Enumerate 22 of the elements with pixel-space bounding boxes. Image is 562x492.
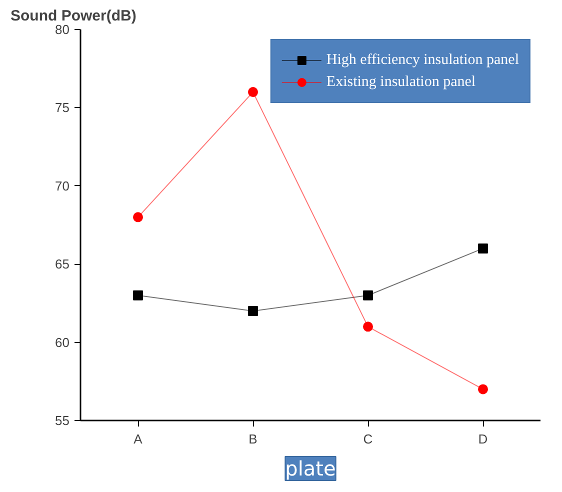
y-tick-label: 60 [55,334,70,350]
point [248,87,258,98]
legend-label: High efficiency insulation panel [326,52,519,68]
y-tick-label: 80 [55,22,70,37]
x-axis-title: plate [285,456,336,480]
x-tick-label: A [134,432,143,446]
point [248,306,258,316]
y-tick-label: 65 [55,256,70,272]
y-tick-label: 70 [55,178,70,194]
point [363,322,373,332]
y-axis-title: Sound Power(dB) [10,8,136,24]
legend-label: Existing insulation panel [326,74,476,90]
point [133,290,143,300]
y-tick-label: 75 [55,100,70,116]
x-tick-label: D [478,432,488,446]
x-tick-label: C [363,432,373,446]
point [478,243,488,254]
x-tick-label: B [248,432,258,446]
point [363,290,373,300]
point [133,212,143,222]
y-tick-label: 55 [55,413,70,428]
point [478,384,488,394]
